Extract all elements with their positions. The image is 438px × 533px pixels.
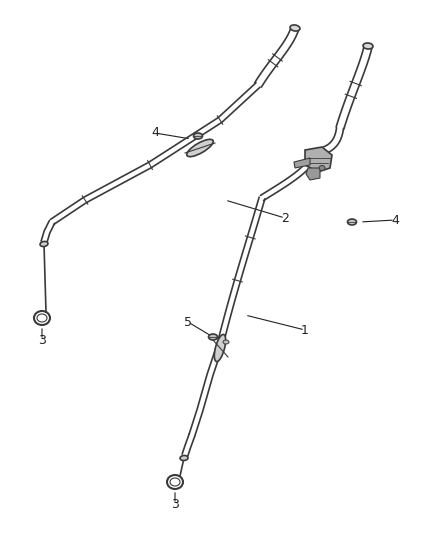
Text: 3: 3 <box>38 334 46 346</box>
Ellipse shape <box>214 334 226 361</box>
Text: 4: 4 <box>151 126 159 140</box>
Polygon shape <box>294 158 310 168</box>
Ellipse shape <box>187 139 213 157</box>
Ellipse shape <box>208 334 218 340</box>
Text: 5: 5 <box>184 316 192 328</box>
Ellipse shape <box>40 241 48 247</box>
Text: 3: 3 <box>171 497 179 511</box>
Text: 4: 4 <box>391 214 399 227</box>
Text: 2: 2 <box>281 212 289 224</box>
Ellipse shape <box>319 166 325 171</box>
Text: 1: 1 <box>301 324 309 336</box>
Ellipse shape <box>223 340 229 344</box>
Ellipse shape <box>363 43 373 49</box>
Ellipse shape <box>290 25 300 31</box>
Ellipse shape <box>180 456 188 461</box>
Ellipse shape <box>194 133 202 139</box>
Polygon shape <box>306 168 320 180</box>
Polygon shape <box>305 147 332 172</box>
Ellipse shape <box>347 219 357 225</box>
